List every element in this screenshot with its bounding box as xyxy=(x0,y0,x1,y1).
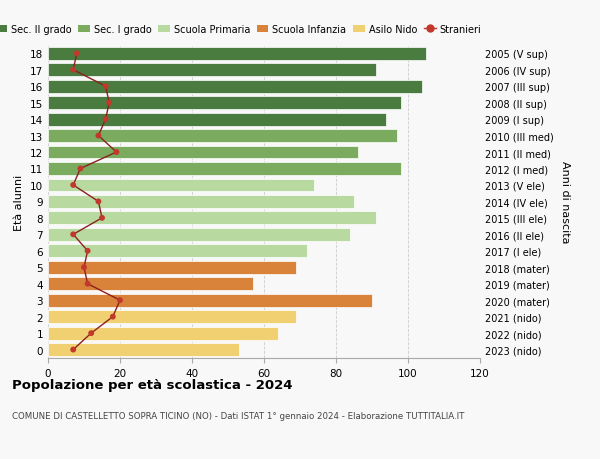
Bar xyxy=(48,343,239,356)
Point xyxy=(108,313,118,321)
Point xyxy=(94,198,103,206)
Bar xyxy=(48,48,426,61)
Point xyxy=(86,330,96,337)
Point xyxy=(101,83,110,90)
Bar xyxy=(48,81,422,93)
Bar xyxy=(48,311,296,323)
Point xyxy=(97,215,107,222)
Bar xyxy=(48,294,372,307)
Bar xyxy=(48,212,376,225)
Bar xyxy=(48,97,401,110)
Point xyxy=(101,116,110,123)
Point xyxy=(68,67,78,74)
Bar xyxy=(48,113,386,126)
Bar xyxy=(48,162,401,175)
Bar xyxy=(48,146,358,159)
Bar xyxy=(48,229,350,241)
Point xyxy=(104,100,114,107)
Text: Popolazione per età scolastica - 2024: Popolazione per età scolastica - 2024 xyxy=(12,379,293,392)
Bar xyxy=(48,64,376,77)
Point xyxy=(83,280,92,288)
Bar xyxy=(48,196,354,208)
Bar xyxy=(48,327,278,340)
Bar xyxy=(48,245,307,257)
Point xyxy=(112,149,121,157)
Point xyxy=(72,50,82,58)
Y-axis label: Età alunni: Età alunni xyxy=(14,174,25,230)
Y-axis label: Anni di nascita: Anni di nascita xyxy=(560,161,570,243)
Point xyxy=(115,297,125,304)
Bar xyxy=(48,278,253,291)
Bar xyxy=(48,130,397,143)
Bar xyxy=(48,179,314,192)
Text: COMUNE DI CASTELLETTO SOPRA TICINO (NO) - Dati ISTAT 1° gennaio 2024 - Elaborazi: COMUNE DI CASTELLETTO SOPRA TICINO (NO) … xyxy=(12,411,464,420)
Point xyxy=(76,165,85,173)
Legend: Sec. II grado, Sec. I grado, Scuola Primaria, Scuola Infanzia, Asilo Nido, Stran: Sec. II grado, Sec. I grado, Scuola Prim… xyxy=(0,25,481,35)
Point xyxy=(68,182,78,189)
Point xyxy=(94,133,103,140)
Point xyxy=(68,346,78,353)
Bar xyxy=(48,261,296,274)
Point xyxy=(79,264,89,271)
Point xyxy=(68,231,78,239)
Point xyxy=(83,247,92,255)
